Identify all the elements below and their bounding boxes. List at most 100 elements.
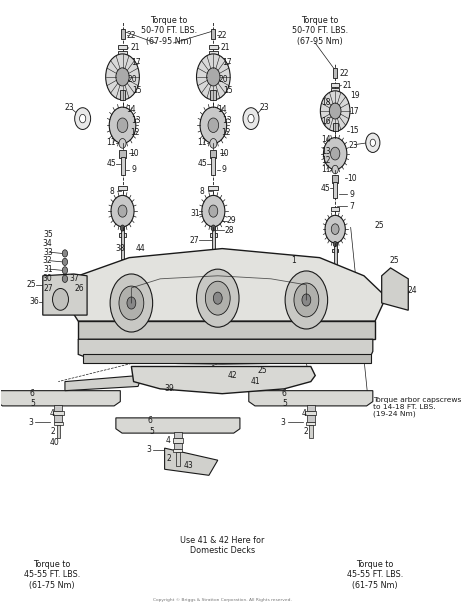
Bar xyxy=(173,448,182,452)
Bar xyxy=(174,432,182,438)
Text: 10: 10 xyxy=(219,148,229,158)
Polygon shape xyxy=(164,448,218,475)
Text: 30: 30 xyxy=(42,275,52,284)
Text: 2: 2 xyxy=(51,427,55,436)
Bar xyxy=(307,405,315,411)
Circle shape xyxy=(294,283,319,317)
Circle shape xyxy=(330,147,340,160)
Bar xyxy=(174,442,182,448)
Text: 22: 22 xyxy=(127,31,136,39)
Text: 7: 7 xyxy=(349,202,355,211)
Text: 15: 15 xyxy=(132,86,142,95)
Text: 41: 41 xyxy=(251,377,260,386)
Text: 26: 26 xyxy=(75,284,84,293)
Bar xyxy=(119,233,126,237)
Text: 25: 25 xyxy=(26,281,36,289)
Bar xyxy=(334,242,337,271)
Circle shape xyxy=(120,225,125,231)
Bar xyxy=(331,84,339,87)
Text: 31: 31 xyxy=(191,209,201,218)
Polygon shape xyxy=(78,321,375,339)
Circle shape xyxy=(333,241,337,247)
Circle shape xyxy=(119,139,126,148)
Text: Torque to
45-55 FT. LBS.
(61-75 Nm): Torque to 45-55 FT. LBS. (61-75 Nm) xyxy=(24,560,80,590)
Circle shape xyxy=(325,215,345,243)
Text: BRIGGS&STRATTON: BRIGGS&STRATTON xyxy=(84,279,361,303)
Text: 6: 6 xyxy=(148,416,153,425)
Text: 21: 21 xyxy=(130,44,140,52)
Text: 8: 8 xyxy=(200,187,205,196)
Polygon shape xyxy=(0,391,120,406)
Bar xyxy=(210,233,217,237)
Text: 5: 5 xyxy=(149,427,154,436)
Polygon shape xyxy=(63,248,386,321)
Circle shape xyxy=(197,54,230,100)
Circle shape xyxy=(370,139,375,147)
Text: Copyright © Briggs & Stratton Corporation. All Rights reserved.: Copyright © Briggs & Stratton Corporatio… xyxy=(153,598,292,602)
Text: 3: 3 xyxy=(281,418,286,427)
Bar xyxy=(211,158,215,175)
Bar xyxy=(56,425,60,438)
Bar xyxy=(331,207,339,210)
Text: 9: 9 xyxy=(131,165,136,175)
Text: 21: 21 xyxy=(343,81,352,90)
Circle shape xyxy=(208,118,219,133)
Text: Torque to
45-55 FT. LBS.
(61-75 Nm): Torque to 45-55 FT. LBS. (61-75 Nm) xyxy=(347,560,403,590)
Text: 38: 38 xyxy=(116,244,125,253)
Bar xyxy=(212,226,215,259)
Circle shape xyxy=(75,108,91,130)
Circle shape xyxy=(302,294,311,306)
Text: 4: 4 xyxy=(49,408,54,418)
Circle shape xyxy=(323,138,347,170)
Circle shape xyxy=(209,205,218,217)
Circle shape xyxy=(285,271,328,329)
Bar xyxy=(209,45,218,49)
Text: 2: 2 xyxy=(303,427,308,436)
Bar xyxy=(54,422,63,425)
Text: Use 41 & 42 Here for
Domestic Decks: Use 41 & 42 Here for Domestic Decks xyxy=(180,536,264,555)
Polygon shape xyxy=(131,367,315,394)
Polygon shape xyxy=(116,418,240,433)
Text: 6: 6 xyxy=(282,389,287,398)
Polygon shape xyxy=(249,391,373,406)
Bar xyxy=(209,51,218,55)
Text: 39: 39 xyxy=(164,384,174,393)
Bar xyxy=(118,186,128,190)
Bar xyxy=(211,28,215,39)
Text: 8: 8 xyxy=(109,187,114,196)
Circle shape xyxy=(62,275,68,282)
Circle shape xyxy=(320,91,350,132)
Text: 23: 23 xyxy=(64,103,74,112)
Text: 15: 15 xyxy=(349,125,359,135)
Text: 18: 18 xyxy=(321,98,331,107)
Text: 13: 13 xyxy=(222,116,231,125)
Text: 45: 45 xyxy=(320,184,330,193)
Circle shape xyxy=(248,115,254,123)
Circle shape xyxy=(118,205,127,217)
Bar xyxy=(309,425,312,438)
Text: 15: 15 xyxy=(223,86,233,95)
Circle shape xyxy=(205,281,230,315)
Circle shape xyxy=(202,195,225,227)
Text: 3: 3 xyxy=(146,445,152,454)
Text: 33: 33 xyxy=(44,248,54,257)
Polygon shape xyxy=(65,376,140,391)
Bar xyxy=(55,405,62,411)
Text: 32: 32 xyxy=(42,256,52,265)
Circle shape xyxy=(207,68,220,86)
Circle shape xyxy=(210,139,217,148)
Text: 10: 10 xyxy=(129,148,138,158)
Text: 27: 27 xyxy=(44,284,54,293)
Text: 29: 29 xyxy=(226,216,236,225)
Text: 12: 12 xyxy=(221,128,230,137)
Circle shape xyxy=(119,286,144,320)
Text: 4: 4 xyxy=(301,408,306,418)
Circle shape xyxy=(80,115,86,123)
Text: 34: 34 xyxy=(42,239,52,248)
Text: 20: 20 xyxy=(219,75,228,84)
Text: 43: 43 xyxy=(184,461,194,470)
Text: 19: 19 xyxy=(350,90,360,99)
Text: 35: 35 xyxy=(44,230,54,239)
Circle shape xyxy=(366,133,380,153)
Bar xyxy=(120,158,125,175)
